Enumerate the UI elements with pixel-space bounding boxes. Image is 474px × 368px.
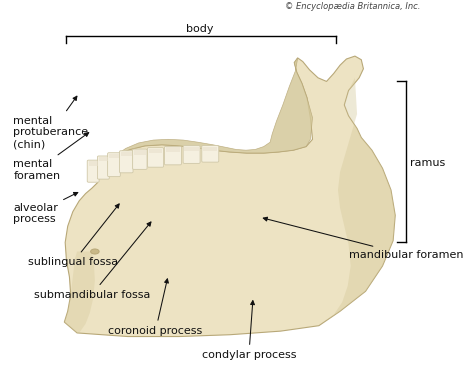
Text: body: body	[186, 24, 214, 33]
Polygon shape	[64, 251, 95, 333]
Text: coronoid process: coronoid process	[109, 279, 203, 336]
Polygon shape	[134, 150, 146, 155]
Ellipse shape	[91, 249, 99, 254]
Text: mandibular foramen: mandibular foramen	[263, 217, 463, 260]
Text: mental
protuberance
(chin): mental protuberance (chin)	[13, 96, 89, 149]
Polygon shape	[203, 146, 218, 151]
Text: condylar process: condylar process	[201, 301, 296, 360]
Text: alveolar
process: alveolar process	[13, 192, 78, 224]
Polygon shape	[89, 161, 98, 166]
Text: submandibular fossa: submandibular fossa	[34, 222, 151, 300]
Polygon shape	[99, 157, 108, 162]
Text: mental
foramen: mental foramen	[13, 132, 89, 181]
Polygon shape	[166, 148, 180, 152]
FancyBboxPatch shape	[147, 148, 164, 167]
FancyBboxPatch shape	[133, 149, 147, 169]
FancyBboxPatch shape	[119, 151, 133, 173]
Polygon shape	[64, 56, 395, 337]
Polygon shape	[319, 78, 395, 326]
Polygon shape	[184, 147, 199, 151]
FancyBboxPatch shape	[98, 156, 109, 179]
Text: ramus: ramus	[410, 158, 446, 168]
Text: sublingual fossa: sublingual fossa	[28, 204, 119, 267]
FancyBboxPatch shape	[183, 146, 200, 163]
FancyBboxPatch shape	[108, 153, 120, 177]
Polygon shape	[149, 149, 162, 153]
Polygon shape	[101, 58, 312, 174]
Polygon shape	[121, 152, 132, 156]
FancyBboxPatch shape	[202, 145, 219, 162]
Polygon shape	[109, 154, 119, 158]
FancyBboxPatch shape	[164, 146, 182, 165]
FancyBboxPatch shape	[87, 160, 99, 182]
Text: © Encyclopædia Britannica, Inc.: © Encyclopædia Britannica, Inc.	[285, 2, 421, 11]
